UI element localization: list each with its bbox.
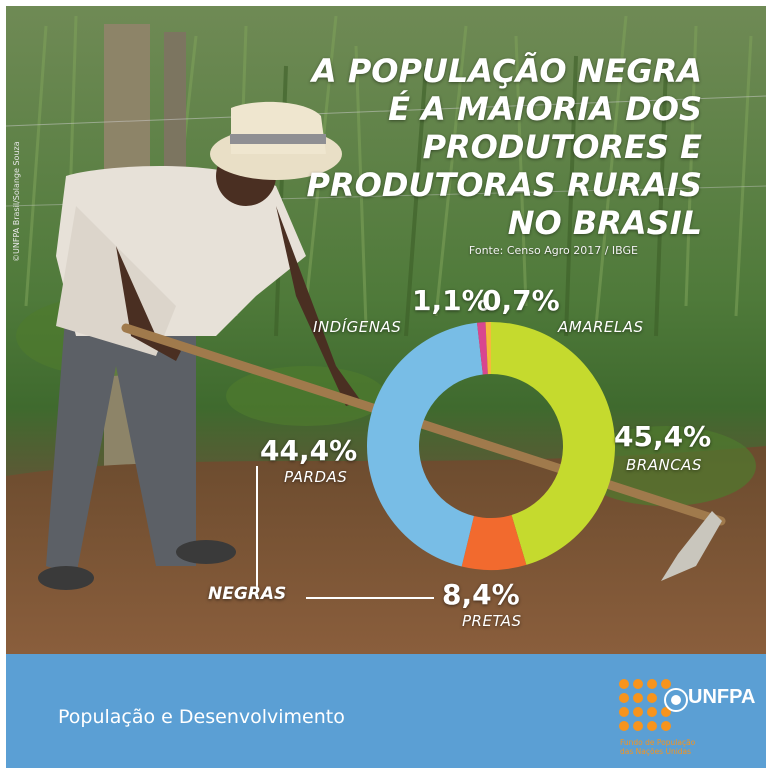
headline-line: PRODUTORES E	[422, 128, 702, 166]
indigenas-value-label: 1,1%	[412, 284, 490, 317]
unfpa-wordmark: UNFPA	[688, 686, 756, 708]
indigenas-category-label: INDÍGENAS	[313, 318, 402, 336]
donut-slice-pardas	[367, 322, 483, 567]
pretas-category-label: PRETAS	[462, 612, 522, 630]
headline-line: É A MAIORIA DOS	[388, 90, 702, 128]
amarelas-category-label: AMARELAS	[558, 318, 644, 336]
negras-group-label: NEGRAS	[208, 584, 287, 604]
donut-slice-brancas	[491, 322, 615, 565]
unfpa-tagline: Fundo de População das Nações Unidas	[620, 738, 740, 756]
donut-slice-indigenas	[477, 322, 488, 375]
headline: A POPULAÇÃO NEGRA É A MAIORIA DOS PRODUT…	[282, 52, 702, 242]
footer-title: População e Desenvolvimento	[58, 706, 345, 728]
infographic-card: ©UNFPA Brasil/Solange Souza A POPULAÇÃO …	[6, 6, 766, 768]
headline-line: A POPULAÇÃO NEGRA	[311, 52, 702, 90]
unfpa-dots-icon	[619, 679, 688, 731]
negras-bracket-vertical	[256, 466, 258, 596]
negras-bracket-horizontal	[306, 597, 434, 599]
pardas-category-label: PARDAS	[284, 468, 348, 486]
amarelas-value-label: 0,7%	[482, 284, 560, 317]
donut-slice-pretas	[461, 515, 527, 570]
unfpa-tagline-line: Fundo de População	[620, 738, 696, 747]
brancas-category-label: BRANCAS	[626, 456, 702, 474]
donut-chart	[367, 322, 615, 570]
unfpa-tagline-line: das Nações Unidas	[620, 747, 692, 756]
pretas-value-label: 8,4%	[442, 578, 520, 611]
unfpa-logo: UNFPA Fundo de População das Nações Unid…	[616, 676, 756, 762]
footer-bar: População e Desenvolvimento UNFPA Fundo …	[6, 654, 766, 768]
photo-credit: ©UNFPA Brasil/Solange Souza	[12, 141, 21, 262]
brancas-value-label: 45,4%	[614, 420, 712, 453]
headline-line: NO BRASIL	[507, 204, 702, 242]
headline-line: PRODUTORAS RURAIS	[306, 166, 702, 204]
pardas-value-label: 44,4%	[260, 434, 358, 467]
donut-slice-amarelas	[485, 322, 491, 375]
source-note: Fonte: Censo Agro 2017 / IBGE	[468, 244, 638, 257]
